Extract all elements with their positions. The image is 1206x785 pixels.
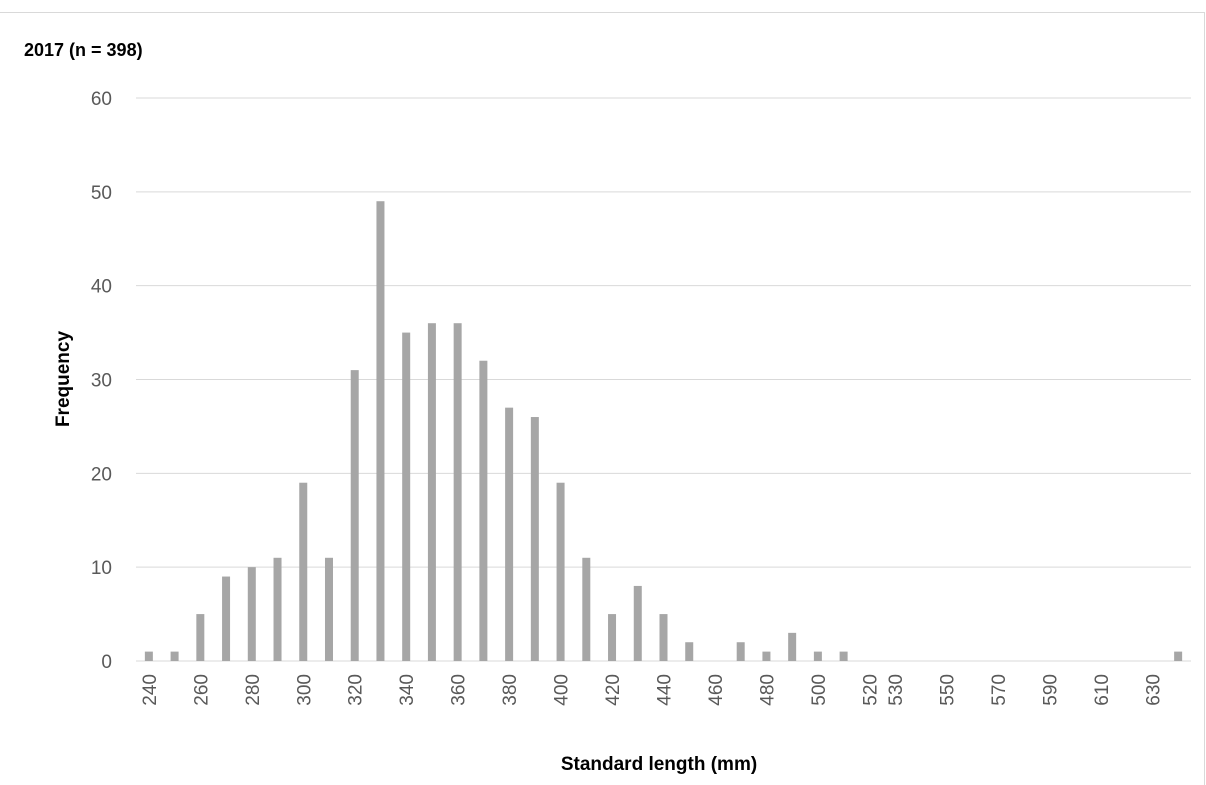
- x-tick-label: 340: [397, 674, 418, 706]
- x-tick-label: 610: [1092, 674, 1113, 706]
- bar-360: [453, 323, 462, 661]
- bars: [144, 201, 1183, 661]
- x-tick-label: 570: [989, 674, 1010, 706]
- x-tick-label: 260: [191, 674, 212, 706]
- bar-350: [427, 323, 436, 661]
- chart-title: 2017 (n = 398): [24, 40, 143, 60]
- x-tick-label: 360: [449, 674, 470, 706]
- bar-320: [350, 370, 359, 661]
- bar-420: [608, 614, 617, 661]
- bar-310: [324, 557, 333, 661]
- y-tick-label: 0: [101, 652, 112, 673]
- bar-500: [813, 651, 822, 661]
- y-tick-label: 50: [91, 183, 112, 204]
- bar-480: [762, 651, 771, 661]
- x-tick-label: 520: [860, 674, 881, 706]
- bar-440: [659, 614, 668, 661]
- x-tick-label: 320: [346, 674, 367, 706]
- gridlines: [136, 97, 1191, 662]
- bar-410: [582, 557, 591, 661]
- bar-490: [788, 632, 797, 661]
- x-axis-ticks: 240 260 280 300 320 340 360 380 400 420 440 460 480 5…: [140, 674, 1165, 706]
- bar-300: [299, 482, 308, 661]
- x-tick-label: 380: [500, 674, 521, 706]
- bar-450: [685, 642, 694, 661]
- y-tick-label: 20: [91, 464, 112, 485]
- bar-470: [736, 642, 745, 661]
- x-tick-label: 460: [706, 674, 727, 706]
- bar-240: [144, 651, 153, 661]
- frame-border-top: [0, 12, 1205, 13]
- x-tick-label: 590: [1040, 674, 1061, 706]
- bar-290: [273, 557, 282, 661]
- bar-340: [402, 332, 411, 661]
- x-tick-label: 500: [809, 674, 830, 706]
- frame-border-right: [1204, 12, 1205, 785]
- bar-270: [222, 576, 231, 661]
- bar-430: [633, 585, 642, 661]
- y-axis-ticks: 0 10 20 30 40 50 60: [91, 89, 112, 673]
- x-tick-label: 300: [294, 674, 315, 706]
- bar-370: [479, 360, 488, 661]
- x-tick-label: 420: [603, 674, 624, 706]
- x-axis-label: Standard length (mm): [561, 754, 757, 775]
- bar-330: [376, 201, 385, 661]
- y-axis-label: Frequency: [53, 331, 74, 428]
- x-tick-label: 240: [140, 674, 161, 706]
- x-tick-label: 550: [938, 674, 959, 706]
- x-tick-label: 440: [655, 674, 676, 706]
- bar-390: [530, 417, 539, 661]
- x-tick-label: 280: [243, 674, 264, 706]
- x-tick-label: 630: [1143, 674, 1164, 706]
- x-tick-label: 480: [757, 674, 778, 706]
- bar-400: [556, 482, 565, 661]
- y-tick-label: 10: [91, 558, 112, 579]
- bar-250: [170, 651, 179, 661]
- bar-260: [196, 614, 205, 661]
- bar-640: [1174, 651, 1183, 661]
- bar-380: [505, 407, 514, 661]
- x-tick-label: 530: [886, 674, 907, 706]
- y-tick-label: 40: [91, 277, 112, 298]
- bar-510: [839, 651, 848, 661]
- y-tick-label: 30: [91, 371, 112, 392]
- x-tick-label: 400: [552, 674, 573, 706]
- y-tick-label: 60: [91, 89, 112, 110]
- bar-280: [247, 567, 256, 661]
